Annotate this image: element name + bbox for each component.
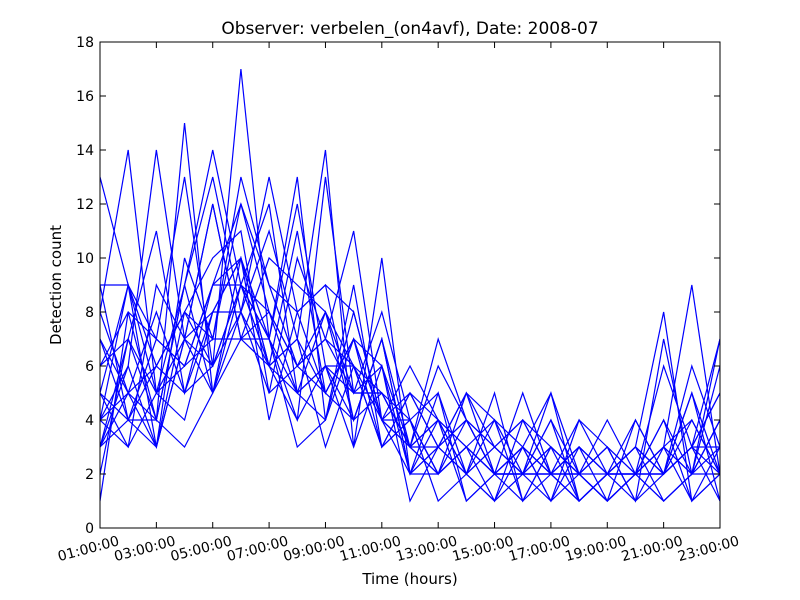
y-tick-label: 14 (76, 143, 94, 159)
y-axis-label: Detection count (47, 225, 65, 345)
y-tick-label: 18 (76, 35, 94, 51)
y-tick-label: 16 (76, 89, 94, 105)
y-tick-label: 0 (85, 521, 94, 537)
plot-frame (99, 41, 721, 529)
series-layer (100, 68, 720, 503)
y-tick-label: 4 (85, 413, 94, 429)
x-axis-label: Time (hours) (361, 570, 457, 588)
y-tick-label: 10 (76, 251, 94, 267)
y-tick-label: 8 (85, 305, 94, 321)
y-tick-label: 12 (76, 197, 94, 213)
chart-title: Observer: verbelen_(on4avf), Date: 2008-… (221, 19, 598, 39)
y-tick-label: 2 (85, 467, 94, 483)
series-line-22 (100, 284, 720, 503)
y-axis: 0 2 4 6 8 10 12 14 16 18 (76, 35, 720, 537)
y-tick-label: 6 (85, 359, 94, 375)
